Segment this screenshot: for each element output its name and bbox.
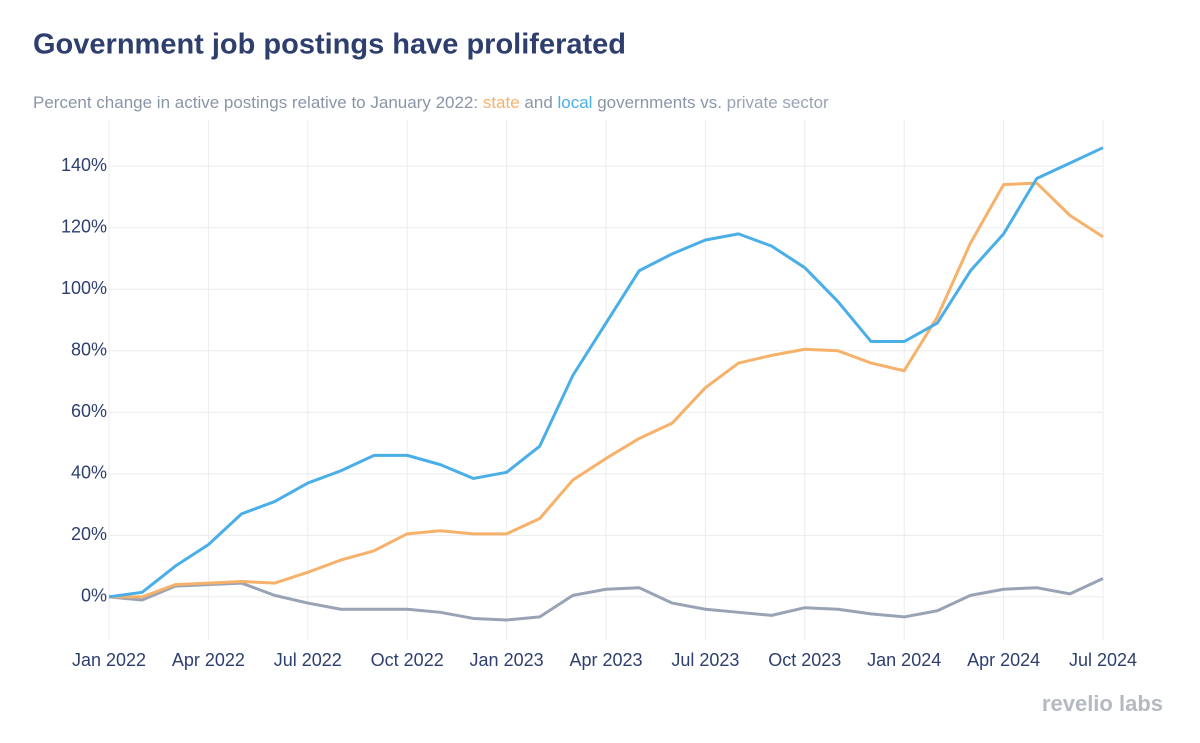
y-tick-label: 120% (61, 216, 107, 236)
y-tick-label: 60% (71, 401, 107, 421)
x-tick-label: Jan 2023 (470, 650, 544, 670)
series-line (109, 181, 1104, 599)
y-tick-label: 80% (71, 340, 107, 360)
series-line (108, 577, 1104, 622)
legend-entry: state (483, 93, 520, 112)
subtitle-text: Percent change in active postings relati… (33, 93, 483, 112)
subtitle: Percent change in active postings relati… (33, 93, 829, 112)
x-tick-label: Oct 2023 (768, 650, 841, 670)
x-tick-label: Oct 2022 (371, 650, 444, 670)
subtitle-text: governments vs. (592, 93, 726, 112)
x-tick-label: Jan 2022 (72, 650, 146, 670)
x-tick-label: Jul 2022 (274, 650, 342, 670)
x-tick-label: Jul 2024 (1069, 650, 1137, 670)
y-tick-label: 0% (81, 586, 107, 606)
branding: revelio labs (1042, 691, 1163, 716)
y-tick-label: 100% (61, 278, 107, 298)
y-tick-label: 40% (71, 463, 107, 483)
subtitle-text: and (520, 93, 558, 112)
series-line (108, 146, 1104, 599)
y-tick-label: 140% (61, 155, 107, 175)
chart-title: Government job postings have proliferate… (33, 29, 626, 61)
y-tick-label: 20% (71, 524, 107, 544)
legend-entry: local (558, 93, 593, 112)
x-tick-label: Apr 2024 (967, 650, 1040, 670)
legend-entry: private sector (727, 93, 829, 112)
x-tick-label: Jan 2024 (867, 650, 941, 670)
x-tick-label: Apr 2023 (569, 650, 642, 670)
x-tick-label: Jul 2023 (671, 650, 739, 670)
x-tick-label: Apr 2022 (172, 650, 245, 670)
